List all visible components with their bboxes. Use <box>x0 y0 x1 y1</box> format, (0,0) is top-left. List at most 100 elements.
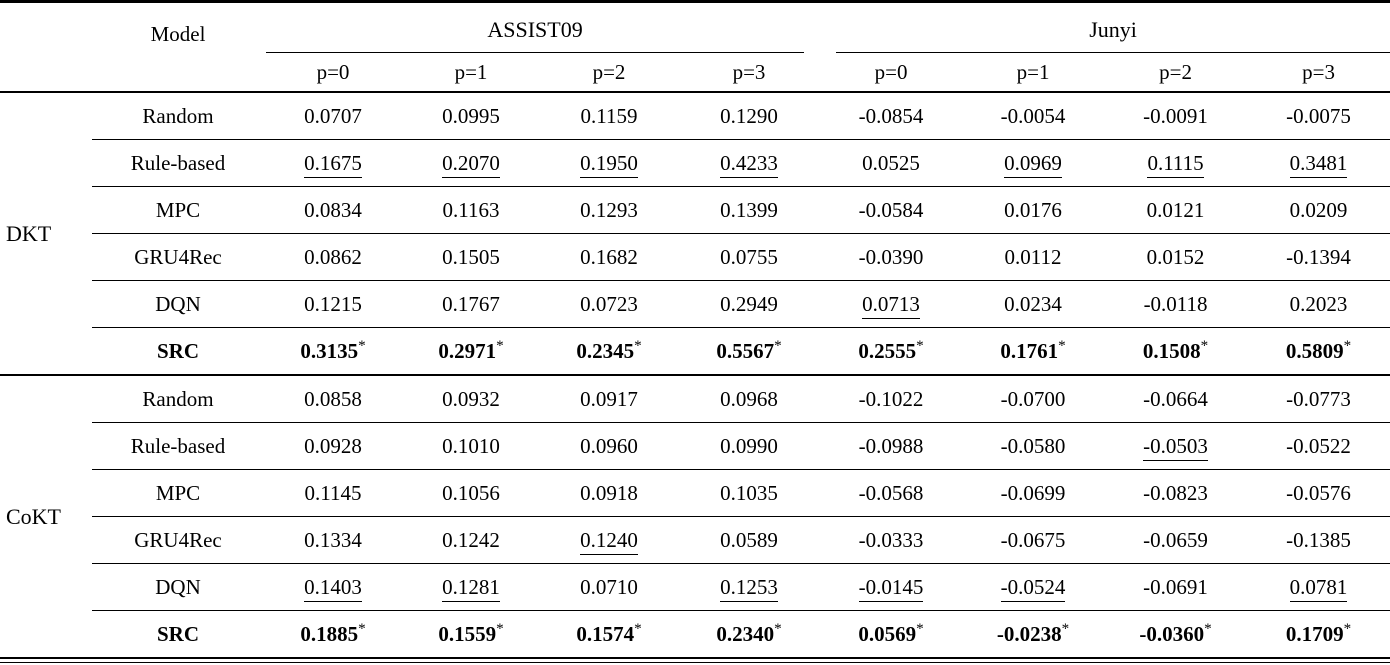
value-cell: -0.0675 <box>962 516 1105 564</box>
value-cell: -0.0584 <box>820 186 963 234</box>
value-cell: -0.0075 <box>1286 103 1351 128</box>
table-row: MPC 0.1145 0.1056 0.0918 0.1035 -0.0568 -0.069… <box>0 469 1390 517</box>
value-cell: 0.1761* <box>962 327 1105 375</box>
significance-star: * <box>1061 620 1070 637</box>
value-cell: 0.3135* <box>264 327 402 375</box>
table-row: DQN 0.1215 0.1767 0.0723 0.2949 0.0713 0.0234-… <box>0 280 1390 328</box>
value-cell: -0.0145 <box>820 563 963 611</box>
value-cell: 0.2949 <box>678 280 821 328</box>
p-column-header-junyi-2: p=2 <box>1159 59 1192 84</box>
model-cell: GRU4Rec <box>92 516 264 564</box>
value-cell: 0.0121 <box>1104 186 1248 234</box>
value-cell: 0.2023 <box>1247 280 1390 328</box>
value-cell: -0.0576 <box>1247 469 1390 517</box>
value-cell: -0.0988 <box>820 422 963 470</box>
value-cell: 0.0781 <box>1247 563 1390 611</box>
value-cell: 0.0176 <box>962 186 1105 234</box>
value-cell: 0.1010 <box>402 422 540 470</box>
value-cell: 0.0932 <box>442 386 500 411</box>
p-column-header-assist09-3: p=3 <box>732 59 766 84</box>
value-cell: 0.1056 <box>402 469 540 517</box>
value-cell: -0.1385 <box>1247 516 1390 564</box>
value-cell: 0.0234 <box>962 280 1105 328</box>
value-cell: 0.1115 <box>1104 139 1248 187</box>
table-row: SRC 0.3135* 0.2971* 0.2345* 0.5567* 0.2555* 0.… <box>0 327 1390 375</box>
value-cell: 0.5809* <box>1247 327 1390 375</box>
table-header: Model ASSIST09 Junyi p=0 p=1 p=2 p=3 p=0 p=1 p… <box>0 2 1390 92</box>
value-cell: -0.0700 <box>1000 386 1066 411</box>
model-cell: Rule-based <box>92 139 264 187</box>
dataset-header-assist09-rule: ASSIST09 <box>266 7 805 53</box>
value-cell: -0.0118 <box>1104 280 1248 328</box>
value-cell: -0.0522 <box>1247 422 1390 470</box>
model-cell: MPC <box>92 469 264 517</box>
model-cell: Random <box>142 386 214 411</box>
value-cell: 0.0917 <box>580 386 638 411</box>
value-cell: 0.1885* <box>264 610 402 658</box>
header-row-p-values: p=0 p=1 p=2 p=3 p=0 p=1 p=2 p=3 <box>0 53 1390 92</box>
value-cell: 0.0755 <box>678 233 821 281</box>
value-cell: 0.1159 <box>580 103 638 128</box>
significance-star: * <box>916 620 924 637</box>
value-cell: 0.2971* <box>402 327 540 375</box>
value-cell: -0.0854 <box>858 103 924 128</box>
value-cell: -0.0390 <box>820 233 963 281</box>
group-column-header-empty <box>0 2 92 93</box>
value-cell: 0.1508* <box>1104 327 1248 375</box>
table-row: Rule-based 0.1675 0.2070 0.1950 0.4233 0.0525… <box>0 139 1390 187</box>
value-cell: 0.0569* <box>820 610 963 658</box>
value-cell: 0.0209 <box>1247 186 1390 234</box>
dataset-header-assist09: ASSIST09 <box>264 2 820 53</box>
dataset-label-junyi: Junyi <box>1089 17 1137 42</box>
value-cell: 0.1290 <box>720 103 778 128</box>
header-row-datasets: Model ASSIST09 Junyi <box>0 2 1390 53</box>
value-cell: 0.2070 <box>402 139 540 187</box>
value-cell: 0.0995 <box>442 103 500 128</box>
p-column-header-junyi-3: p=3 <box>1302 59 1335 84</box>
model-column-header: Model <box>150 21 206 46</box>
model-cell: DQN <box>92 563 264 611</box>
group-label-cokt: CoKT <box>6 503 61 529</box>
value-cell: 0.1403 <box>264 563 402 611</box>
value-cell: -0.0773 <box>1286 386 1351 411</box>
value-cell: 0.0960 <box>540 422 678 470</box>
p-column-header-assist09-0: p=0 <box>316 59 350 84</box>
value-cell: -0.1394 <box>1247 233 1390 281</box>
model-cell: Rule-based <box>92 422 264 470</box>
model-cell: GRU4Rec <box>92 233 264 281</box>
significance-star: * <box>634 620 642 637</box>
value-cell: 0.0713 <box>820 280 963 328</box>
value-cell: -0.1022 <box>858 386 924 411</box>
value-cell: -0.0091 <box>1143 103 1208 128</box>
value-cell: 0.1035 <box>678 469 821 517</box>
value-cell: -0.0823 <box>1104 469 1248 517</box>
value-cell: 0.1253 <box>678 563 821 611</box>
value-cell: 0.1675 <box>264 139 402 187</box>
table-row: SRC 0.1885* 0.1559* 0.1574* 0.2340* 0.0569* -0… <box>0 610 1390 658</box>
value-cell: -0.0054 <box>1000 103 1066 128</box>
value-cell: 0.1682 <box>540 233 678 281</box>
table-row: CoKT Random 0.0858 0.0932 0.0917 0.0968 -0.102… <box>0 375 1390 529</box>
p-column-header-assist09-1: p=1 <box>454 59 488 84</box>
significance-star: * <box>774 620 782 637</box>
value-cell: 0.0723 <box>540 280 678 328</box>
dataset-header-junyi-rule: Junyi <box>836 7 1390 53</box>
significance-star: * <box>634 337 642 354</box>
p-column-header-junyi-1: p=1 <box>1016 59 1050 84</box>
table-row: GRU4Rec 0.1334 0.1242 0.1240 0.0589 -0.0333 -0… <box>0 516 1390 564</box>
value-cell: -0.0524 <box>962 563 1105 611</box>
value-cell: 0.1574* <box>540 610 678 658</box>
value-cell: 0.0969 <box>962 139 1105 187</box>
value-cell: -0.0659 <box>1104 516 1248 564</box>
value-cell: 0.1334 <box>264 516 402 564</box>
significance-star: * <box>916 337 924 354</box>
model-cell: Random <box>142 103 214 128</box>
value-cell: 0.1505 <box>402 233 540 281</box>
significance-star: * <box>774 337 782 354</box>
significance-star: * <box>1058 337 1066 354</box>
value-cell: 0.0918 <box>540 469 678 517</box>
model-cell: MPC <box>92 186 264 234</box>
significance-star: * <box>496 337 504 354</box>
